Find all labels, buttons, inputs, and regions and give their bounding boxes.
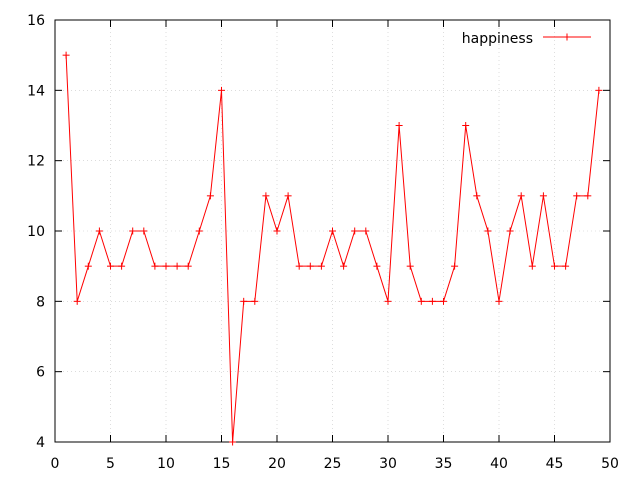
data-point [240, 297, 248, 305]
x-tick-label: 25 [324, 456, 342, 472]
y-tick-label: 4 [36, 435, 45, 451]
y-axis-tick-labels: 4 6 8 10 12 14 16 [27, 13, 45, 451]
y-tick-label: 10 [27, 224, 45, 240]
data-point [206, 192, 214, 200]
data-point [551, 262, 558, 270]
data-point [329, 227, 336, 235]
data-point [140, 227, 148, 235]
x-tick-label: 30 [379, 456, 397, 472]
data-point [506, 227, 514, 235]
y-tick-label: 6 [36, 365, 45, 381]
data-point [406, 262, 414, 270]
data-point [162, 262, 170, 270]
data-point [184, 262, 192, 270]
data-point [317, 262, 325, 270]
data-point [107, 262, 114, 270]
data-point [251, 297, 259, 305]
axis-ticks [54, 19, 611, 443]
data-point [62, 51, 70, 59]
data-point [95, 227, 103, 235]
grid-lines [55, 20, 610, 442]
y-tick-label: 14 [27, 83, 45, 99]
data-point [440, 297, 447, 305]
x-axis-tick-labels: 0 5 10 15 20 25 30 35 40 45 50 [51, 456, 619, 472]
data-point [428, 297, 436, 305]
data-point [229, 438, 237, 446]
data-point [495, 297, 503, 305]
data-point [528, 262, 536, 270]
x-tick-label: 15 [213, 456, 231, 472]
data-point [118, 262, 126, 270]
data-point [129, 227, 137, 235]
data-point [584, 192, 592, 200]
legend: happiness [462, 31, 591, 47]
x-tick-label: 5 [106, 456, 115, 472]
data-point [362, 227, 370, 235]
data-point [351, 227, 359, 235]
data-point [384, 297, 392, 305]
data-point [573, 192, 581, 200]
x-tick-label: 50 [601, 456, 619, 472]
data-point [84, 262, 92, 270]
data-point [417, 297, 425, 305]
data-point [539, 192, 547, 200]
y-tick-label: 16 [27, 13, 45, 29]
series-happiness [62, 51, 603, 446]
x-tick-label: 45 [546, 456, 564, 472]
legend-marker-happiness [563, 33, 571, 41]
x-tick-label: 0 [51, 456, 60, 472]
data-point [473, 192, 481, 200]
data-point [151, 262, 159, 270]
data-point [273, 227, 281, 235]
data-point [595, 86, 603, 94]
x-tick-label: 40 [490, 456, 508, 472]
data-point [373, 262, 381, 270]
y-tick-label: 8 [36, 294, 45, 310]
data-point [262, 192, 270, 200]
data-point [395, 122, 403, 129]
data-point [173, 262, 181, 270]
data-point [295, 262, 303, 270]
x-tick-label: 10 [157, 456, 175, 472]
data-point [451, 262, 459, 270]
data-point [195, 227, 203, 235]
data-point [284, 192, 292, 200]
data-point [562, 262, 570, 270]
x-tick-label: 35 [435, 456, 453, 472]
data-point [462, 122, 470, 129]
x-tick-label: 20 [268, 456, 286, 472]
data-point [484, 227, 492, 235]
y-tick-label: 12 [27, 154, 45, 170]
data-point [306, 262, 314, 270]
legend-label-happiness: happiness [462, 31, 533, 47]
data-point [517, 192, 525, 200]
data-point [218, 86, 225, 94]
data-point [73, 297, 81, 305]
data-point [340, 262, 348, 270]
